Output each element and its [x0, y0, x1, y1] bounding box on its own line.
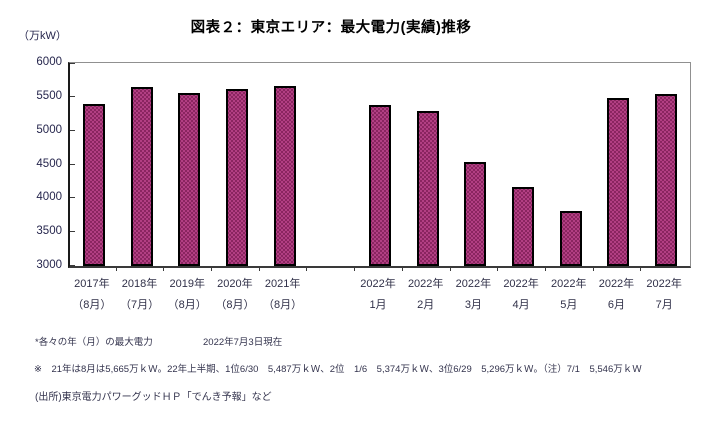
y-axis-unit-label: （万kW）: [18, 30, 67, 42]
x-axis-category-label: 2022年 4月: [503, 278, 539, 311]
x-axis-category-label: 2022年 5月: [551, 278, 587, 311]
y-axis-tick-mark: [70, 231, 75, 233]
footnote-ranking: ※ 21年は8月は5,665万ｋＷ。22年上半期、1位6/30 5,487万ｋＷ…: [34, 364, 642, 375]
y-axis-tick-mark: [70, 197, 75, 199]
x-axis-tick-mark: [115, 267, 117, 271]
footnote-as-of-date: 2022年7月3日現在: [203, 337, 283, 348]
bar-2022年4月: [512, 187, 535, 266]
x-axis-category-label: 2022年 2月: [407, 278, 444, 311]
footnote-definition: *各々の年（月）の最大電力: [35, 337, 153, 348]
x-axis-tick-mark: [544, 267, 546, 271]
bar-2022年2月: [416, 111, 439, 266]
bar-2017年8月: [82, 104, 105, 266]
y-axis-tick-label: 5500: [36, 89, 62, 102]
x-axis-tick-mark: [640, 267, 642, 271]
x-axis-category-label: 2018年 （7月）: [119, 278, 160, 311]
y-axis-tick-mark: [70, 95, 75, 97]
chart-plot-area: [68, 62, 691, 268]
x-axis-category-label: 2022年 6月: [598, 278, 635, 311]
bar-2022年1月: [369, 105, 391, 266]
x-axis-tick-mark: [211, 267, 213, 271]
y-axis-tick-label: 5000: [36, 123, 62, 136]
x-axis-tick-mark: [258, 267, 260, 271]
bar-2022年7月: [655, 94, 678, 266]
chart-title: 図表２：東京エリア：最大電力(実績)推移: [190, 20, 472, 36]
y-axis-tick-label: 4000: [36, 191, 62, 204]
y-axis-tick-mark: [70, 163, 75, 165]
x-axis-category-label: 2022年 7月: [646, 278, 682, 311]
bar-2022年6月: [607, 98, 630, 266]
x-axis-category-label: 2021年 （8月）: [263, 278, 303, 311]
y-axis-tick-label: 4500: [36, 157, 62, 170]
x-axis-tick-mark: [401, 267, 403, 271]
x-axis-tick-mark: [306, 267, 308, 271]
x-axis-category-label: 2017年 （8月）: [72, 278, 112, 311]
x-axis-category-label: 2022年 3月: [455, 278, 492, 311]
bar-2022年5月: [559, 211, 582, 266]
x-axis-tick-mark: [354, 267, 356, 271]
bar-2020年8月: [225, 89, 248, 266]
y-axis-tick-label: 3000: [36, 259, 62, 271]
y-axis-tick-mark: [70, 63, 75, 64]
x-axis-category-label: 2019年 （8月）: [167, 278, 207, 311]
footnote-source: (出所)東京電力パワーグッドＨＰ「でんき予報」など: [35, 392, 272, 403]
bar-2022年3月: [464, 162, 487, 266]
x-axis-category-label: 2022年 1月: [360, 278, 396, 311]
bar-2018年7月: [130, 87, 153, 266]
x-axis-tick-mark: [163, 267, 165, 271]
y-axis-tick-label: 3500: [36, 225, 62, 238]
x-axis-category-label: 2020年 （8月）: [215, 278, 255, 311]
y-axis-tick-mark: [70, 129, 75, 131]
x-axis-tick-mark: [449, 267, 451, 271]
y-axis-tick-mark: [70, 265, 75, 266]
y-axis-tick-label: 6000: [36, 56, 62, 68]
bar-2021年8月: [273, 86, 296, 266]
x-axis-tick-mark: [497, 267, 499, 271]
bar-2019年8月: [178, 93, 201, 266]
x-axis-tick-mark: [592, 267, 594, 271]
